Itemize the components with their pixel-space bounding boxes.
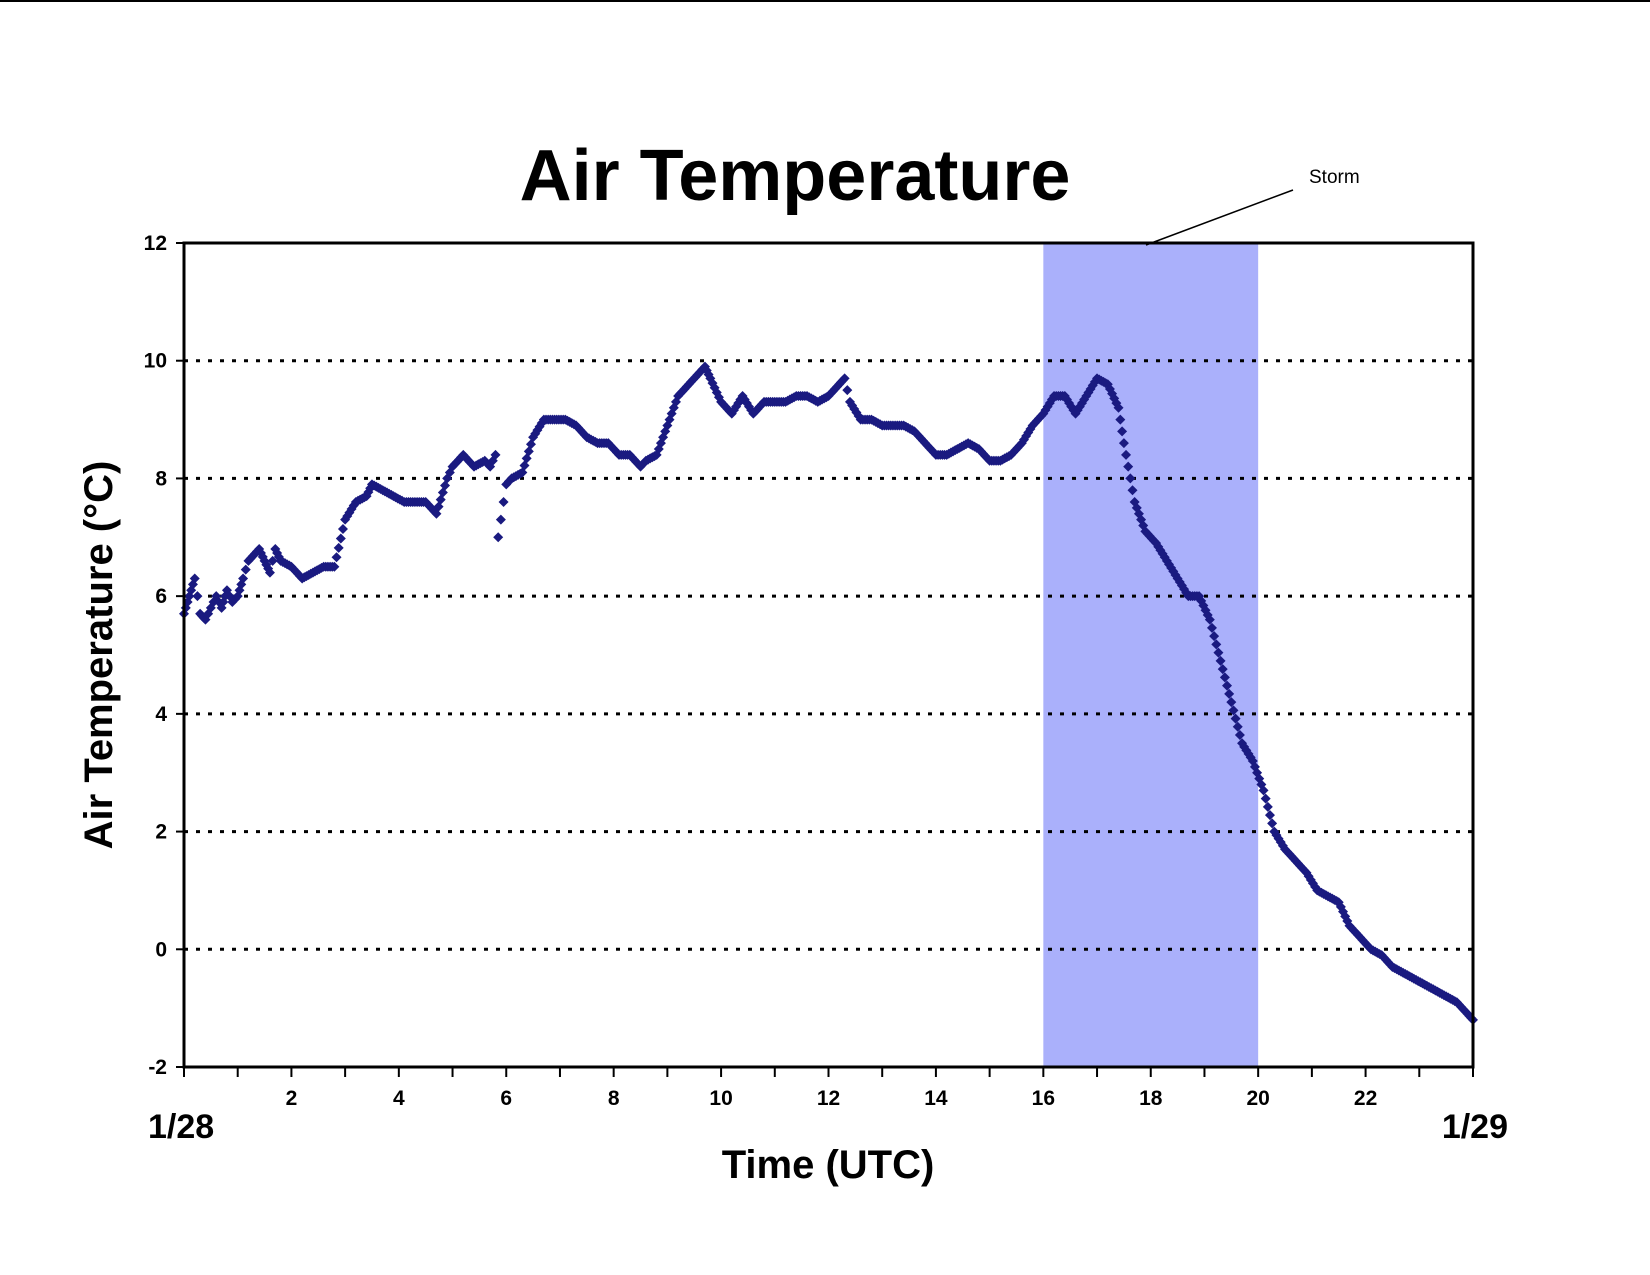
plot-frame <box>182 241 1475 1069</box>
data-point <box>1234 730 1245 741</box>
data-point <box>1125 473 1136 484</box>
data-point <box>267 555 278 566</box>
storm-annotation-leader <box>1145 189 1294 246</box>
y-tick-label: 6 <box>155 585 167 608</box>
data-point <box>1127 485 1138 496</box>
x-tick-label: 4 <box>393 1087 405 1110</box>
data-point <box>493 532 504 543</box>
data-point <box>344 507 355 518</box>
data-point <box>337 524 348 535</box>
data-point <box>1226 697 1237 708</box>
data-point <box>1123 461 1134 472</box>
x-tick-label: 18 <box>1139 1087 1163 1110</box>
y-tick-label: 8 <box>155 467 167 490</box>
x-tick-label: 6 <box>500 1087 512 1110</box>
x-tick-label: 14 <box>924 1087 948 1110</box>
data-point <box>1258 785 1269 796</box>
y-tick-label: 2 <box>155 821 167 844</box>
x-tick-label: 22 <box>1354 1087 1377 1110</box>
data-point <box>1262 801 1273 812</box>
x-axis-ticks: 2 4 6 8 10 12 14 16 18 20 22 <box>183 1067 1474 1110</box>
data-point <box>1228 705 1239 716</box>
data-point <box>1121 449 1132 460</box>
y-tick-label: 12 <box>144 232 167 255</box>
x-tick-label: 2 <box>286 1087 298 1110</box>
data-point <box>498 496 509 507</box>
y-tick-label: 0 <box>155 938 167 961</box>
data-point <box>1118 438 1129 449</box>
x-tick-label: 12 <box>817 1087 840 1110</box>
data-point <box>495 514 506 525</box>
data-point <box>1211 639 1222 650</box>
chart-title: Air Temperature <box>520 136 1071 216</box>
data-point <box>1117 426 1128 437</box>
data-point <box>1204 614 1215 625</box>
data-point <box>329 561 340 572</box>
data-point <box>1232 721 1243 732</box>
data-point <box>192 591 203 602</box>
x-tick-label: 20 <box>1246 1087 1269 1110</box>
storm-band-layer <box>1043 243 1259 1067</box>
data-points <box>179 361 1478 1025</box>
gridlines <box>184 359 1473 951</box>
x-tick-label: 10 <box>709 1087 732 1110</box>
data-point <box>1206 622 1217 633</box>
x-tick-label: 8 <box>608 1087 620 1110</box>
x-tick-label: 16 <box>1032 1087 1055 1110</box>
data-point <box>1219 672 1230 683</box>
storm-annotation-label: Storm <box>1309 167 1360 188</box>
y-tick-label: 4 <box>155 703 167 726</box>
storm-band <box>1043 243 1259 1067</box>
data-point <box>1260 793 1271 804</box>
data-point <box>1215 655 1226 666</box>
data-point <box>1230 713 1241 724</box>
data-point <box>189 573 200 584</box>
x-end-date-label: 1/29 <box>1442 1108 1508 1146</box>
data-point <box>842 385 853 396</box>
data-point <box>240 564 251 575</box>
data-point <box>238 573 249 584</box>
data-point <box>1113 402 1124 413</box>
data-point <box>335 533 346 544</box>
data-point <box>331 552 342 563</box>
data-point <box>1267 818 1278 829</box>
x-axis-title: Time (UTC) <box>722 1143 935 1187</box>
y-axis-ticks: -2 0 2 4 6 8 10 12 <box>144 232 184 1079</box>
data-point <box>839 373 850 384</box>
data-point <box>333 542 344 553</box>
y-tick-label: 10 <box>144 350 167 373</box>
data-point <box>264 567 275 578</box>
data-point <box>1115 414 1126 425</box>
y-tick-label: -2 <box>148 1056 167 1079</box>
data-point <box>1213 647 1224 658</box>
data-point <box>1222 680 1233 691</box>
data-point <box>1264 810 1275 821</box>
top-border-rule <box>0 0 1650 2</box>
data-point <box>1209 631 1220 642</box>
data-point <box>1217 664 1228 675</box>
data-point <box>490 449 501 460</box>
x-start-date-label: 1/28 <box>148 1108 214 1146</box>
y-axis-title: Air Temperature (°C) <box>77 461 121 850</box>
data-point <box>1224 688 1235 699</box>
